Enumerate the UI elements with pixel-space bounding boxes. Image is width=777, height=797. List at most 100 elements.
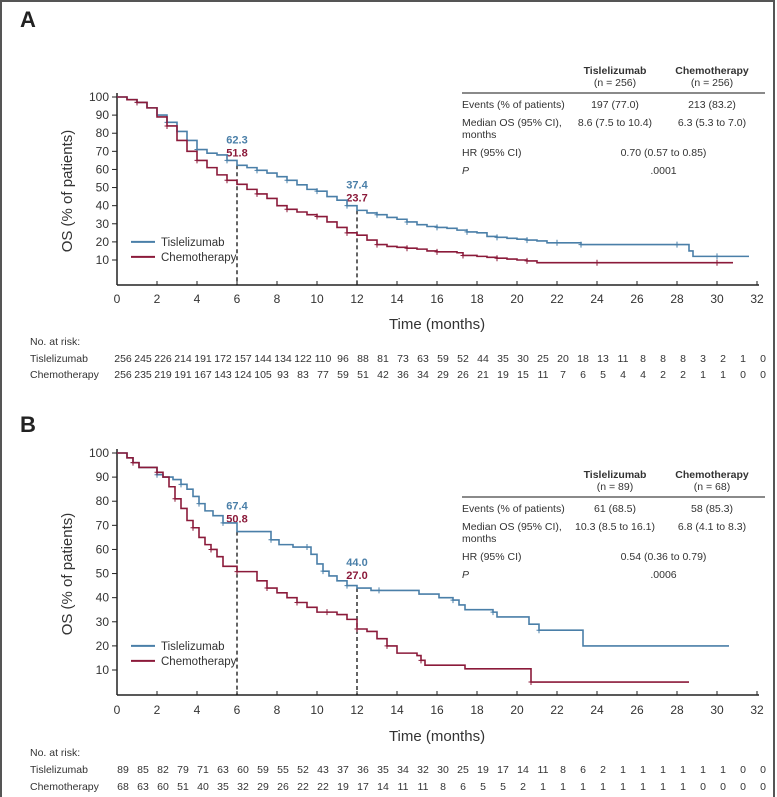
- panel-a-censor-mark: [314, 213, 320, 220]
- panel-b-x-tick-label: 32: [750, 703, 764, 717]
- panel-a-censor-mark: [344, 202, 350, 209]
- panel-a-at-risk-value: 96: [337, 353, 349, 365]
- panel-a-at-risk-value: 18: [577, 353, 589, 365]
- panel-b-at-risk-value: 60: [237, 764, 249, 776]
- panel-b-x-axis-title: Time (months): [389, 728, 485, 745]
- panel-b-x-tick-label: 8: [274, 703, 281, 717]
- panel-a-table-row-chemotherapy: 213 (83.2): [688, 99, 736, 111]
- panel-a-x-tick-label: 22: [550, 292, 564, 306]
- panel-a-at-risk-value: 4: [640, 369, 646, 381]
- panel-a-at-risk-label-tislelizumab: Tislelizumab: [30, 353, 88, 365]
- panel-b-at-risk-value: 1: [660, 781, 666, 793]
- panel-a-censor-mark: [578, 241, 584, 248]
- panel-b-at-risk-value: 14: [517, 764, 529, 776]
- panel-a-censor-mark: [164, 122, 170, 129]
- panel-a-censor-mark: [224, 157, 230, 164]
- panel-b-at-risk-value: 22: [317, 781, 329, 793]
- panel-a-x-tick-label: 4: [194, 292, 201, 306]
- panel-a-y-tick-label: 100: [89, 90, 109, 104]
- panel-b-at-risk-value: 8: [560, 764, 566, 776]
- panel-a-censor-mark: [714, 253, 720, 260]
- panel-b-table-header-chemotherapy-n: (n = 68): [694, 481, 730, 493]
- panel-a-table-row-combined: 0.70 (0.57 to 0.85): [621, 147, 707, 159]
- panel-b-at-risk-value: 1: [680, 781, 686, 793]
- panel-a-censor-mark: [284, 206, 290, 213]
- panel-b-landmark-tislelizumab: 67.4: [226, 501, 248, 513]
- panel-a-x-tick-label: 10: [310, 292, 324, 306]
- panel-a-y-tick-label: 70: [96, 144, 110, 158]
- panel-b-censor-mark: [208, 546, 214, 553]
- panel-b-y-tick-label: 10: [96, 663, 110, 677]
- panel-a-at-risk-value: 172: [214, 353, 232, 365]
- panel-a-x-tick-label: 8: [274, 292, 281, 306]
- panel-a-at-risk-value: 1: [700, 369, 706, 381]
- panel-a-at-risk-value: 0: [760, 369, 766, 381]
- panel-b-at-risk-value: 0: [720, 781, 726, 793]
- panel-a-censor-mark: [404, 245, 410, 252]
- panel-a-censor-mark: [374, 211, 380, 218]
- panel-b-curve-chemotherapy: [117, 452, 689, 683]
- panel-a-at-risk-value: 59: [437, 353, 449, 365]
- panel-b-at-risk-value: 82: [157, 764, 169, 776]
- panel-b-y-tick-label: 60: [96, 542, 110, 556]
- panel-a-censor-mark: [374, 241, 380, 248]
- panel-a-table-header-tislelizumab: Tislelizumab: [584, 65, 647, 77]
- panel-a-censor-mark: [494, 255, 500, 262]
- panel-a-at-risk-value: 51: [357, 369, 369, 381]
- panel-b-at-risk-value: 59: [257, 764, 269, 776]
- panel-b-censor-mark: [376, 587, 382, 594]
- panel-a-at-risk-value: 21: [477, 369, 489, 381]
- panel-a-at-risk-value: 8: [680, 353, 686, 365]
- panel-a-at-risk-value: 105: [254, 369, 272, 381]
- panel-a-x-tick-label: 26: [630, 292, 644, 306]
- panel-a-at-risk-value: 2: [660, 369, 666, 381]
- panel-a-at-risk-value: 0: [740, 369, 746, 381]
- panel-b-x-tick-label: 28: [670, 703, 684, 717]
- panel-a-censor-mark: [314, 188, 320, 195]
- panel-a-x-tick-label: 20: [510, 292, 524, 306]
- panel-a-curve-tislelizumab: [117, 96, 749, 258]
- panel-a-landmark-chemotherapy: 23.7: [346, 192, 367, 204]
- panel-b-at-risk-value: 34: [397, 764, 409, 776]
- panel-b-censor-mark: [324, 609, 330, 616]
- panel-b-censor-mark: [220, 519, 226, 526]
- panel-a-x-tick-label: 24: [590, 292, 604, 306]
- panel-b-legend-label-chemotherapy: Chemotherapy: [161, 656, 237, 668]
- panel-b-x-tick-label: 2: [154, 703, 161, 717]
- panel-b-at-risk-value: 6: [460, 781, 466, 793]
- panel-a-at-risk-value: 191: [174, 369, 192, 381]
- panel-b-x-tick-label: 14: [390, 703, 404, 717]
- panel-b-at-risk-value: 35: [217, 781, 229, 793]
- panel-a-at-risk-value: 11: [618, 353, 629, 365]
- panel-b-table-row-label: Events (% of patients): [462, 503, 565, 515]
- panel-a-at-risk-value: 59: [337, 369, 349, 381]
- panel-a-x-tick-label: 30: [710, 292, 724, 306]
- panel-a-at-risk-value: 25: [537, 353, 549, 365]
- panel-a-y-tick-label: 10: [96, 253, 110, 267]
- panel-a-at-risk-value: 143: [214, 369, 232, 381]
- panel-a-at-risk-value: 122: [294, 353, 312, 365]
- panel-b-at-risk-value: 6: [580, 764, 586, 776]
- panel-b-at-risk-value: 0: [740, 764, 746, 776]
- panel-a-at-risk-value: 29: [437, 369, 449, 381]
- panel-a-table-header-tislelizumab-n: (n = 256): [594, 77, 636, 89]
- panel-b-at-risk-value: 85: [137, 764, 149, 776]
- panel-a-at-risk-value: 0: [760, 353, 766, 365]
- panel-a-at-risk-value: 15: [517, 369, 529, 381]
- panel-a-at-risk-value: 6: [580, 369, 586, 381]
- panel-a-y-tick-label: 40: [96, 199, 110, 213]
- panel-a-table-row-combined: .0001: [650, 165, 676, 177]
- panel-a-at-risk-value: 93: [277, 369, 289, 381]
- panel-a-censor-mark: [524, 257, 530, 264]
- panel-b-y-tick-label: 50: [96, 567, 110, 581]
- panel-a-censor-mark: [464, 228, 470, 235]
- panel-a-y-tick-label: 60: [96, 162, 110, 176]
- panel-a-at-risk-value: 13: [597, 353, 609, 365]
- panel-a-at-risk-value: 26: [457, 369, 469, 381]
- panel-a-letter: A: [20, 7, 36, 32]
- panel-b-at-risk-value: 1: [720, 764, 726, 776]
- panel-b-censor-mark: [418, 657, 424, 664]
- panel-b-table-row-tislelizumab: 61 (68.5): [594, 503, 636, 515]
- panel-b-at-risk-value: 17: [497, 764, 509, 776]
- panel-a-censor-mark: [284, 177, 290, 184]
